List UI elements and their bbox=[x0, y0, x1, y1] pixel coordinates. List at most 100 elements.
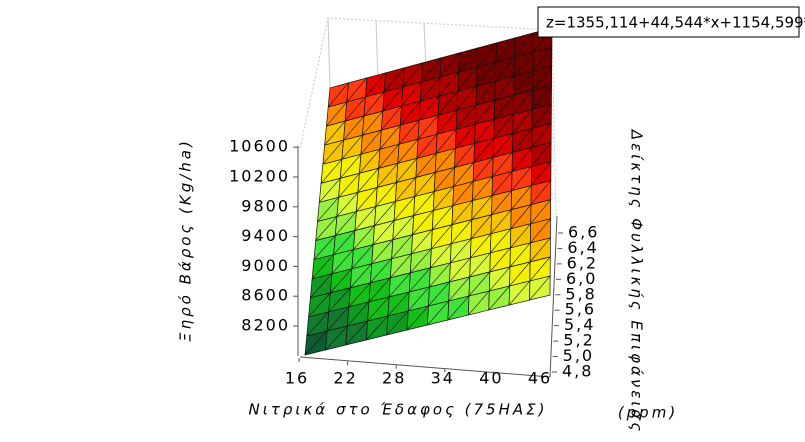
mesh-line bbox=[341, 134, 363, 160]
mesh-line bbox=[532, 65, 552, 91]
mesh-line bbox=[513, 51, 534, 77]
mesh-line bbox=[379, 124, 401, 150]
mesh-line bbox=[495, 37, 516, 63]
mesh-line bbox=[471, 195, 493, 220]
mesh-line bbox=[383, 67, 405, 93]
mesh-line bbox=[350, 263, 372, 288]
mesh-line bbox=[360, 129, 382, 155]
axes bbox=[297, 146, 558, 378]
mesh-line bbox=[476, 61, 497, 87]
mesh-line bbox=[509, 261, 531, 287]
mesh-line bbox=[509, 242, 531, 268]
mesh-line bbox=[477, 42, 497, 68]
mesh-line bbox=[532, 84, 552, 110]
mesh-line bbox=[436, 109, 458, 135]
mesh-line bbox=[356, 187, 378, 212]
mesh-line bbox=[429, 262, 451, 288]
mesh-line bbox=[347, 301, 370, 327]
y-tick-label: 5,6 bbox=[565, 300, 596, 319]
mesh-line bbox=[492, 133, 514, 158]
mesh-line bbox=[512, 128, 533, 153]
mesh-line bbox=[400, 100, 421, 126]
mesh-line bbox=[488, 285, 510, 311]
mesh-line bbox=[375, 182, 397, 207]
mesh-line bbox=[363, 91, 385, 117]
mesh-line bbox=[413, 191, 435, 216]
mesh-line bbox=[338, 173, 360, 198]
mesh-line bbox=[324, 120, 346, 146]
y-axis-label: Δείκτης Φυλλικής Επιφάνειας bbox=[628, 129, 646, 434]
x-axis-unit: (ppm) bbox=[618, 404, 678, 422]
mesh-line bbox=[455, 104, 477, 130]
mesh-line bbox=[344, 96, 366, 122]
mesh-line bbox=[529, 275, 551, 301]
mesh-line bbox=[368, 277, 391, 303]
mesh-line bbox=[490, 228, 512, 253]
mesh-line bbox=[313, 235, 336, 260]
mesh-line bbox=[326, 306, 350, 332]
mesh-line bbox=[382, 86, 403, 112]
z-tick-label: 8600 bbox=[241, 286, 290, 305]
mesh-line bbox=[495, 56, 515, 82]
mesh-line bbox=[409, 267, 431, 293]
mesh-line bbox=[407, 286, 430, 312]
mesh-line bbox=[377, 163, 399, 188]
mesh-line bbox=[370, 258, 392, 283]
mesh-line bbox=[472, 157, 494, 182]
mesh-line bbox=[388, 272, 411, 298]
mesh-line bbox=[420, 76, 441, 102]
mesh-line bbox=[306, 311, 329, 337]
mesh-line bbox=[395, 177, 417, 202]
mesh-line bbox=[430, 243, 452, 268]
mesh-line bbox=[357, 168, 379, 193]
mesh-line bbox=[310, 273, 333, 298]
mesh-line bbox=[511, 185, 532, 210]
mesh-line bbox=[468, 271, 491, 297]
mesh-line bbox=[490, 209, 512, 234]
z-tick-label: 9800 bbox=[241, 196, 290, 215]
mesh-line bbox=[402, 62, 423, 88]
mesh-line bbox=[308, 292, 331, 318]
mesh-line bbox=[372, 220, 395, 245]
mesh-line bbox=[468, 290, 490, 316]
mesh-line bbox=[325, 325, 348, 351]
y-tick-label: 4,8 bbox=[562, 362, 593, 381]
mesh-line bbox=[470, 233, 492, 258]
mesh-line bbox=[489, 266, 511, 292]
mesh-line bbox=[473, 138, 494, 163]
mesh-line bbox=[428, 281, 450, 307]
mesh-line bbox=[475, 99, 496, 125]
mesh-line bbox=[365, 72, 386, 98]
mesh-line bbox=[353, 225, 375, 250]
mesh-line bbox=[327, 82, 349, 108]
x-axis-label: Νιτρικά στο Έδαφος (75ΗΑΣ) bbox=[249, 401, 548, 419]
mesh-line bbox=[328, 287, 351, 313]
mesh-line bbox=[322, 139, 344, 165]
mesh-line bbox=[514, 32, 534, 58]
mesh-line bbox=[340, 153, 362, 179]
x-tick-label: 28 bbox=[382, 369, 406, 388]
x-tick-label: 46 bbox=[528, 369, 552, 388]
mesh-line bbox=[415, 153, 437, 178]
mesh-line bbox=[319, 178, 341, 203]
y-tick-label: 6,4 bbox=[567, 238, 598, 257]
mesh-line bbox=[469, 252, 491, 278]
mesh-line bbox=[508, 280, 531, 306]
mesh-line bbox=[492, 152, 513, 177]
mesh-line bbox=[511, 166, 532, 191]
mesh-line bbox=[366, 315, 389, 341]
mesh-line bbox=[494, 94, 514, 120]
mesh-line bbox=[335, 211, 357, 236]
mesh-line bbox=[381, 105, 402, 131]
mesh-line bbox=[371, 239, 394, 264]
mesh-line bbox=[530, 199, 551, 224]
mesh-line bbox=[317, 197, 339, 222]
y-tick-label: 6,2 bbox=[567, 253, 598, 272]
mesh-line bbox=[530, 218, 551, 243]
y-tick-label: 5,8 bbox=[565, 284, 596, 303]
mesh-line bbox=[434, 148, 456, 173]
mesh-line bbox=[406, 305, 429, 331]
mesh-line bbox=[432, 205, 454, 230]
mesh-line bbox=[439, 52, 460, 78]
mesh-line bbox=[489, 247, 511, 273]
